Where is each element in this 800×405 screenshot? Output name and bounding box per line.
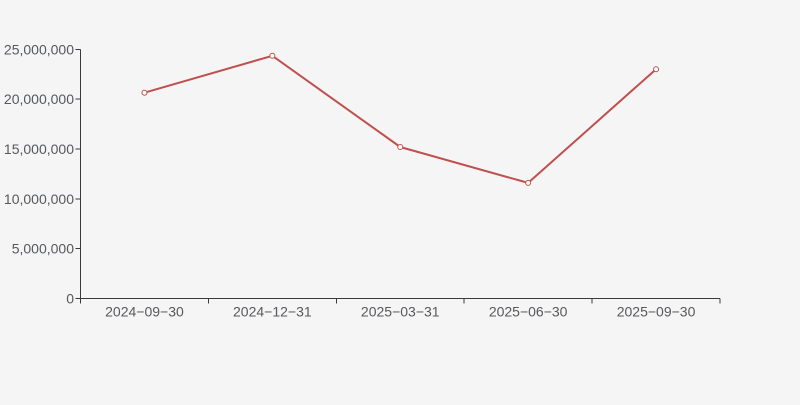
axis-lines: [80, 49, 720, 299]
y-axis-tick-label: 15,000,000: [4, 141, 74, 157]
data-point-marker[interactable]: [653, 66, 660, 73]
data-point-marker[interactable]: [269, 52, 276, 59]
x-axis-tick-label: 2024−09−30: [105, 304, 184, 320]
y-axis-tick-label: 25,000,000: [4, 41, 74, 57]
axes-group: [75, 48, 721, 304]
x-axis-tick-label: 2025−06−30: [489, 304, 568, 320]
data-line: [143, 54, 658, 184]
y-axis-tick-label: 0: [66, 291, 74, 307]
x-axis-tick-label: 2024−12−31: [233, 304, 312, 320]
x-axis-tick-label: 2025−09−30: [617, 304, 696, 320]
x-axis-tick-label: 2025−03−31: [361, 304, 440, 320]
y-axis-tick-label: 5,000,000: [12, 241, 74, 257]
data-point-marker[interactable]: [397, 144, 404, 150]
x-axis-labels: 2024−09−30 2024−12−31 2025−03−31 2025−06−30…: [105, 304, 695, 320]
y-axis-labels: 0 5,000,000 10,000,000 15,000,000 20,000,000…: [4, 41, 74, 306]
y-axis-tick-label: 20,000,000: [4, 91, 74, 107]
y-axis-tick-label: 10,000,000: [4, 191, 74, 207]
data-point-marker[interactable]: [141, 89, 148, 96]
data-point-marker[interactable]: [525, 179, 532, 186]
